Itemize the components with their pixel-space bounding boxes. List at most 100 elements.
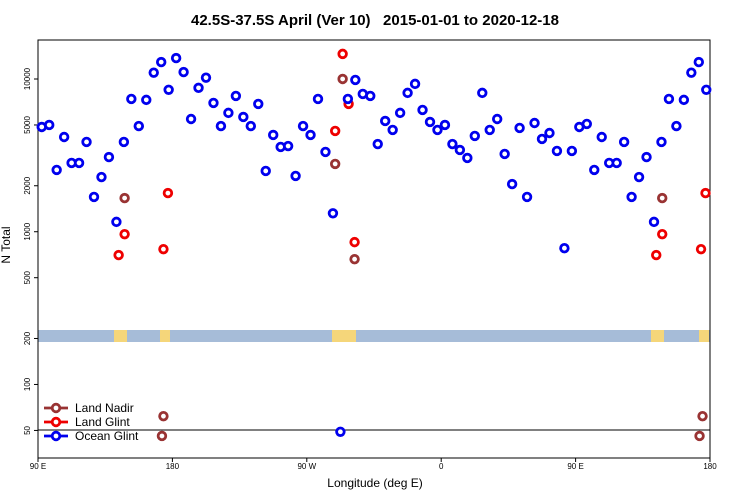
point: [695, 243, 707, 255]
point: [424, 116, 436, 128]
point: [156, 430, 168, 442]
legend-marker: [50, 416, 62, 428]
point: [193, 82, 204, 94]
point: [305, 129, 316, 141]
point: [297, 120, 309, 132]
point: [678, 94, 690, 106]
point: [208, 97, 219, 109]
y-axis-label: N Total: [0, 226, 13, 263]
band-land: [651, 330, 664, 342]
point: [648, 216, 660, 228]
point: [349, 236, 360, 248]
y-tick-label: 1000: [23, 222, 32, 240]
point: [663, 93, 675, 105]
legend-marker: [50, 430, 62, 442]
point: [148, 67, 159, 78]
point: [641, 151, 652, 163]
point: [329, 125, 341, 137]
point: [230, 90, 242, 102]
point: [657, 192, 668, 204]
point: [119, 228, 130, 240]
point: [350, 74, 361, 86]
point: [409, 78, 421, 90]
band: [38, 330, 710, 342]
point: [158, 243, 169, 255]
point: [335, 426, 346, 437]
y-tick-label: 50: [23, 425, 32, 434]
point: [544, 127, 555, 139]
point: [200, 72, 212, 83]
point: [119, 192, 130, 204]
point: [238, 111, 249, 123]
band-land: [699, 330, 709, 342]
point: [58, 131, 70, 143]
point: [81, 136, 92, 148]
band-ocean: [38, 330, 710, 342]
x-tick-label: 90 E: [30, 462, 46, 471]
point: [387, 124, 398, 136]
point: [337, 48, 348, 60]
band-land: [332, 330, 356, 342]
point: [155, 56, 167, 68]
x-tick-label: 90 E: [567, 462, 583, 471]
point: [342, 93, 354, 105]
point: [185, 113, 197, 125]
point: [671, 120, 682, 132]
point: [633, 171, 645, 183]
point: [439, 119, 451, 131]
point: [611, 157, 622, 169]
point: [454, 144, 466, 156]
point: [141, 94, 152, 106]
x-tick-label: 180: [166, 462, 180, 471]
point: [469, 130, 480, 142]
band-land: [114, 330, 127, 342]
plot-frame: [37, 39, 711, 459]
point: [162, 187, 174, 199]
point: [113, 249, 124, 261]
point: [223, 107, 234, 119]
legend-label: Ocean Glint: [75, 429, 139, 443]
legend-label: Land Glint: [75, 415, 130, 429]
point: [477, 87, 488, 99]
point: [260, 165, 271, 177]
point: [626, 191, 637, 203]
legend-label: Land Nadir: [75, 401, 134, 415]
point: [651, 249, 662, 261]
point: [163, 84, 174, 95]
point: [506, 178, 518, 190]
point: [529, 117, 540, 129]
point: [290, 170, 301, 182]
point: [686, 67, 697, 78]
point: [402, 87, 413, 99]
x-tick-label: 90 W: [297, 462, 316, 471]
point: [536, 133, 548, 145]
y-tick-label: 10000: [23, 67, 32, 90]
point: [521, 191, 533, 203]
point: [581, 118, 592, 130]
point: [432, 124, 443, 136]
point: [118, 136, 130, 148]
band-land: [160, 330, 170, 342]
x-axis-label: Longitude (deg E): [327, 476, 422, 490]
point: [329, 158, 341, 170]
point: [417, 104, 428, 116]
point: [44, 119, 55, 131]
point: [320, 146, 331, 158]
point: [551, 145, 563, 157]
point: [88, 191, 100, 203]
point: [51, 164, 62, 176]
point: [559, 243, 570, 254]
point: [596, 131, 607, 143]
point: [380, 115, 391, 127]
point: [701, 84, 712, 95]
point: [245, 120, 256, 132]
point: [178, 66, 189, 78]
y-tick-label: 100: [23, 377, 32, 391]
point: [111, 216, 122, 228]
point: [282, 140, 294, 152]
point: [484, 124, 495, 136]
point: [700, 187, 711, 199]
point: [462, 152, 473, 164]
point: [657, 228, 668, 240]
